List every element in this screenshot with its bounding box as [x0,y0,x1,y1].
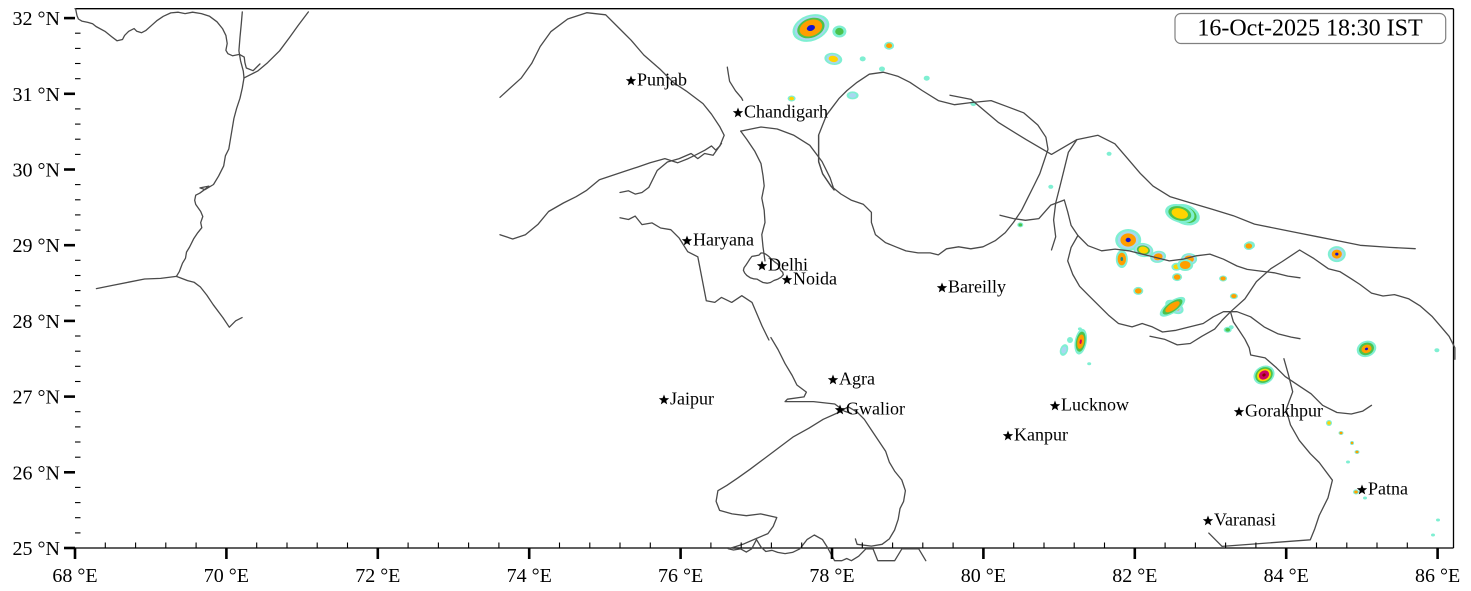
svg-text:27 °N: 27 °N [13,387,60,409]
svg-text:80 °E: 80 °E [961,565,1006,587]
svg-text:Jaipur: Jaipur [670,388,714,408]
svg-text:Gorakhpur: Gorakhpur [1245,400,1323,420]
svg-text:86 °E: 86 °E [1415,565,1460,587]
svg-text:Varanasi: Varanasi [1214,509,1276,529]
svg-text:Punjab: Punjab [637,69,687,89]
svg-text:68 °E: 68 °E [52,565,97,587]
svg-text:74 °E: 74 °E [507,565,552,587]
svg-text:Agra: Agra [839,368,875,388]
svg-text:26 °N: 26 °N [13,462,60,484]
svg-text:31 °N: 31 °N [13,84,60,106]
svg-text:Lucknow: Lucknow [1061,394,1129,414]
svg-text:76 °E: 76 °E [658,565,703,587]
svg-text:72 °E: 72 °E [355,565,400,587]
svg-text:Patna: Patna [1368,478,1408,498]
svg-text:Chandigarh: Chandigarh [744,101,828,121]
svg-text:Haryana: Haryana [693,229,754,249]
svg-text:32 °N: 32 °N [13,8,60,30]
svg-text:Gwalior: Gwalior [846,398,905,418]
svg-text:78 °E: 78 °E [809,565,854,587]
svg-text:16-Oct-2025 18:30 IST: 16-Oct-2025 18:30 IST [1197,16,1423,42]
svg-text:28 °N: 28 °N [13,311,60,333]
svg-text:30 °N: 30 °N [13,160,60,182]
svg-text:Bareilly: Bareilly [948,276,1006,296]
svg-text:25 °N: 25 °N [13,538,60,560]
svg-text:82 °E: 82 °E [1112,565,1157,587]
svg-text:29 °N: 29 °N [13,235,60,257]
svg-text:Kanpur: Kanpur [1014,424,1068,444]
svg-text:70 °E: 70 °E [204,565,249,587]
svg-text:Noida: Noida [793,268,837,288]
svg-text:84 °E: 84 °E [1264,565,1309,587]
